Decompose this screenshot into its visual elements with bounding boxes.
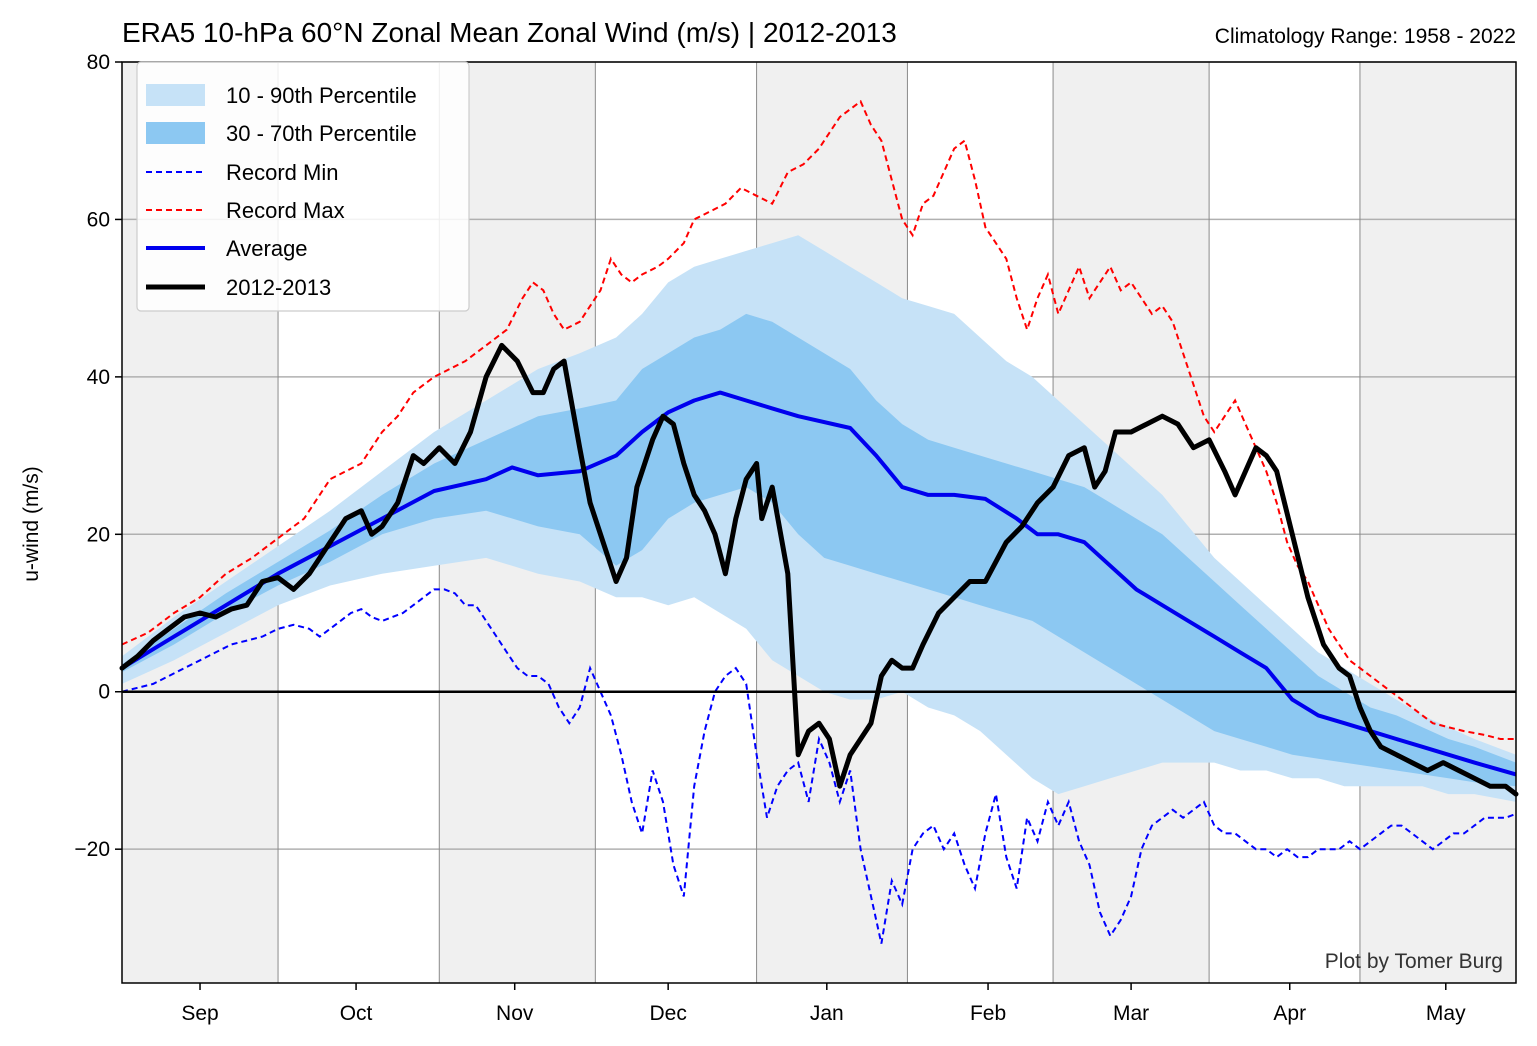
legend-box [136, 61, 470, 312]
record-min-line [121, 588, 1517, 944]
y-tick-label: 20 [87, 523, 110, 546]
legend-label-season: 2012-2013 [226, 275, 331, 300]
x-tick-label: Oct [340, 1002, 373, 1025]
legend-label-average: Average [226, 236, 308, 261]
x-tick-label: May [1426, 1002, 1466, 1025]
legend-swatch-outer-band [146, 84, 205, 106]
x-tick-label: Feb [970, 1002, 1006, 1025]
legend-label-inner-band: 30 - 70th Percentile [226, 121, 417, 146]
x-tick-label: Sep [181, 1002, 218, 1025]
band-30-70 [122, 313, 1516, 787]
x-tick-label: Dec [649, 1002, 686, 1025]
chart-title: ERA5 10-hPa 60°N Zonal Mean Zonal Wind (… [122, 17, 897, 48]
credit-text: Plot by Tomer Burg [1325, 950, 1503, 973]
x-tick-label: Nov [496, 1002, 534, 1025]
season-line [119, 342, 1519, 797]
percentile-bands [122, 235, 1516, 802]
y-tick-label: 0 [98, 681, 110, 704]
x-tick-label: Apr [1273, 1002, 1306, 1025]
plot-frame [121, 61, 1517, 984]
x-axis: Sep Oct Nov Dec Jan Feb Mar Apr May [181, 983, 1466, 1025]
chart-subtitle: Climatology Range: 1958 - 2022 [1215, 25, 1516, 48]
y-tick-label: 60 [87, 208, 110, 231]
y-tick-label: 80 [87, 51, 110, 74]
y-tick-label: 40 [87, 366, 110, 389]
legend-label-record-max: Record Max [226, 198, 345, 223]
legend-swatch-inner-band [146, 122, 205, 144]
legend-label-record-min: Record Min [226, 160, 338, 185]
legend: 10 - 90th Percentile 30 - 70th Percentil… [136, 61, 470, 312]
x-tick-label: Jan [810, 1002, 844, 1025]
series-lines [119, 99, 1519, 944]
y-axis-label: u-wind (m/s) [20, 466, 43, 582]
average-line [120, 390, 1517, 777]
record-max-line [121, 99, 1516, 740]
y-axis: −20 0 20 40 60 80 [74, 51, 122, 861]
y-tick-label: −20 [74, 838, 110, 861]
legend-label-outer-band: 10 - 90th Percentile [226, 83, 417, 108]
x-tick-label: Mar [1113, 1002, 1149, 1025]
shaded-period [1359, 62, 1516, 983]
